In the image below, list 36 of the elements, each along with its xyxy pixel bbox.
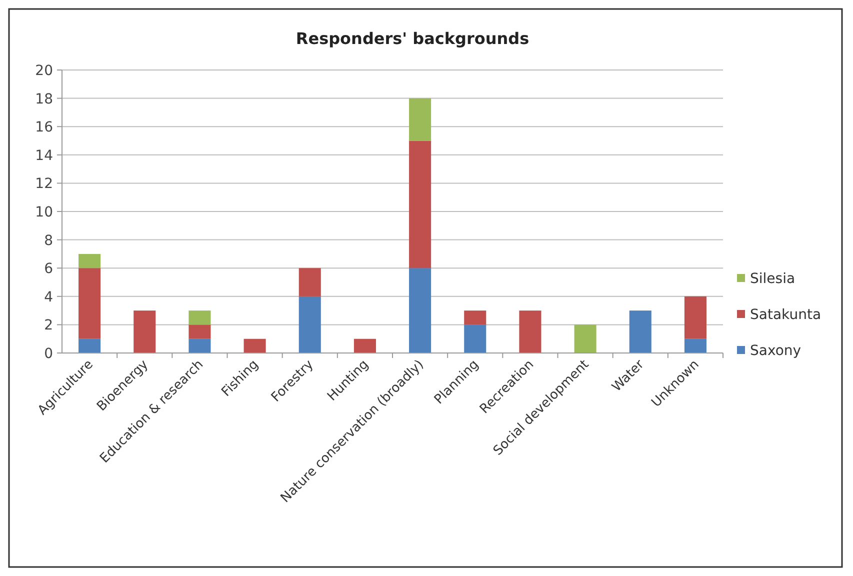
y-tick-label: 4 xyxy=(44,289,54,306)
y-tick-label: 0 xyxy=(44,346,53,362)
bar xyxy=(684,338,706,353)
bar xyxy=(188,338,211,353)
y-tick-label: 8 xyxy=(44,232,53,249)
y-tick-label: 12 xyxy=(35,176,53,192)
bar xyxy=(464,310,486,325)
bar xyxy=(188,310,211,325)
bar xyxy=(629,310,652,353)
y-tick-label: 6 xyxy=(44,261,54,278)
bar xyxy=(78,338,101,353)
legend-label: Satakunta xyxy=(750,307,822,323)
bar xyxy=(78,254,101,268)
bar xyxy=(574,324,596,353)
bar xyxy=(244,338,266,353)
bar xyxy=(298,268,321,296)
bar xyxy=(188,324,211,339)
bar xyxy=(409,140,432,268)
bar xyxy=(134,310,156,353)
y-tick-label: 16 xyxy=(35,120,54,136)
bar xyxy=(78,268,101,339)
y-tick-label: 2 xyxy=(44,318,53,334)
bar xyxy=(409,268,432,353)
bar xyxy=(519,310,542,353)
bar xyxy=(684,296,706,339)
chart-title: Responders' backgrounds xyxy=(296,29,530,48)
y-tick-label: 18 xyxy=(35,91,53,108)
bar xyxy=(298,296,321,353)
bar xyxy=(464,324,486,353)
y-tick-label: 14 xyxy=(35,148,54,164)
legend-label: Saxony xyxy=(750,343,802,359)
bar xyxy=(409,98,432,141)
y-tick-label: 20 xyxy=(35,63,53,79)
y-tick-label: 10 xyxy=(35,204,53,220)
bar xyxy=(354,338,376,353)
legend-label: Silesia xyxy=(750,271,796,287)
